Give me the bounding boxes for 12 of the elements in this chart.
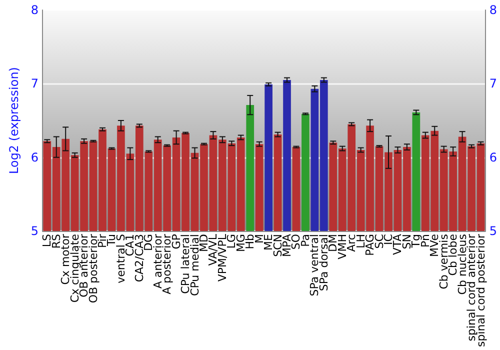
y2-tick-label: 5 <box>489 224 498 238</box>
y-tick-label: 8 <box>30 3 39 17</box>
x-tick-label: Tg <box>410 234 423 249</box>
y-tick-label: 6 <box>30 150 39 164</box>
x-tick-label: A posterior <box>160 234 174 294</box>
y2-tick-label: 8 <box>489 3 498 17</box>
y-tick-label: 5 <box>30 224 39 238</box>
x-tick-label: OB posterior <box>86 234 100 304</box>
y-axis-title: Log2 (expression) <box>7 67 21 174</box>
y2-tick-label: 6 <box>489 150 498 164</box>
y-tick-label: 7 <box>30 76 39 91</box>
y2-tick-label: 7 <box>489 76 498 91</box>
